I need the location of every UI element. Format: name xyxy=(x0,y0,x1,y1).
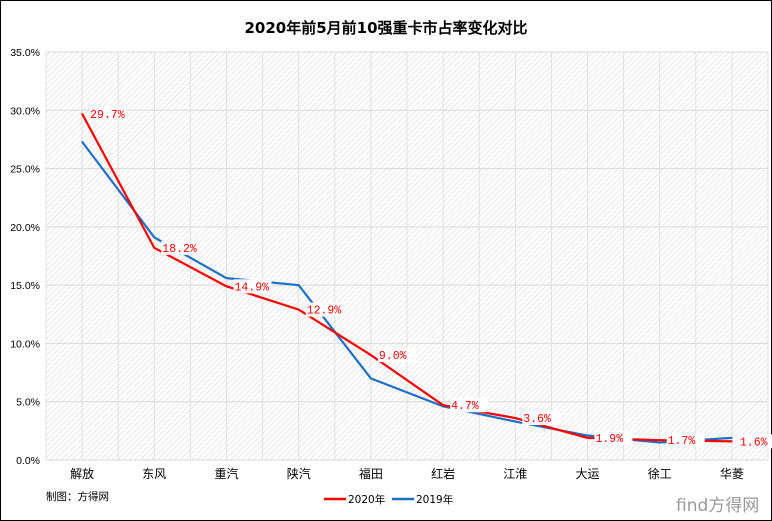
y-tick-label: 20.0% xyxy=(10,222,40,234)
data-point xyxy=(225,285,228,288)
data-point xyxy=(658,439,661,441)
x-tick-label: 徐工 xyxy=(648,466,672,481)
data-point xyxy=(514,420,517,423)
data-label-bg xyxy=(161,240,200,255)
legend-label-2019: 2019年 xyxy=(416,493,453,506)
data-point xyxy=(370,377,372,380)
y-tick-label: 5.0% xyxy=(16,397,40,409)
data-label: 18.2% xyxy=(162,243,197,256)
data-point xyxy=(731,440,733,443)
data-point xyxy=(442,404,444,407)
data-label-bg xyxy=(89,106,128,121)
x-tick-label: 大运 xyxy=(575,467,599,481)
data-label-bg xyxy=(594,430,633,445)
x-tick-label: 华菱 xyxy=(720,467,744,481)
data-label: 14.9% xyxy=(235,281,270,294)
y-tick-label: 35.0% xyxy=(10,47,40,59)
x-tick-label: 江淮 xyxy=(503,467,527,481)
data-point xyxy=(514,417,517,419)
data-label: 1.7% xyxy=(668,435,696,448)
watermark-logo: find方得网 xyxy=(676,496,759,516)
data-point xyxy=(153,247,156,249)
y-tick-label: 0.0% xyxy=(16,455,40,467)
data-point xyxy=(586,437,589,439)
data-label: 1.6% xyxy=(740,436,768,449)
data-label-bg xyxy=(522,411,561,426)
data-label: 9.0% xyxy=(379,350,407,363)
data-label-bg xyxy=(377,348,416,363)
data-point xyxy=(297,284,300,286)
data-point xyxy=(81,112,83,115)
x-tick-label: 陕汽 xyxy=(287,466,311,481)
x-tick-label: 福田 xyxy=(359,466,383,481)
x-tick-label: 东风 xyxy=(142,467,166,481)
legend: 2020年 2019年 xyxy=(324,493,453,506)
x-tick-label: 重汽 xyxy=(214,466,238,481)
data-point xyxy=(297,308,300,311)
data-label: 3.6% xyxy=(523,413,551,426)
x-tick-label: 解放 xyxy=(70,466,94,481)
data-label-bg xyxy=(666,433,705,448)
source-note: 制图：方得网 xyxy=(46,490,109,503)
data-label-bg xyxy=(738,434,772,449)
data-label: 29.7% xyxy=(90,109,125,122)
data-label-bg xyxy=(233,279,272,294)
data-point xyxy=(731,437,733,439)
data-point xyxy=(586,434,589,437)
chart-title: 2020年前5月前10强重卡市占率变化对比 xyxy=(244,19,527,37)
data-point xyxy=(370,354,372,356)
data-label: 1.9% xyxy=(596,433,624,446)
data-label-bg xyxy=(305,302,344,317)
y-tick-label: 15.0% xyxy=(10,280,40,292)
y-tick-label: 30.0% xyxy=(10,105,40,117)
data-point xyxy=(81,140,83,143)
x-tick-label: 红岩 xyxy=(431,466,455,481)
y-tick-label: 10.0% xyxy=(10,338,40,350)
data-point xyxy=(153,236,156,239)
data-label-bg xyxy=(450,398,489,413)
data-label: 4.7% xyxy=(451,400,479,413)
data-label: 12.9% xyxy=(307,305,342,318)
y-tick-label: 25.0% xyxy=(10,164,40,176)
legend-label-2020: 2020年 xyxy=(348,493,385,506)
data-point xyxy=(658,441,661,444)
data-point xyxy=(225,277,228,279)
